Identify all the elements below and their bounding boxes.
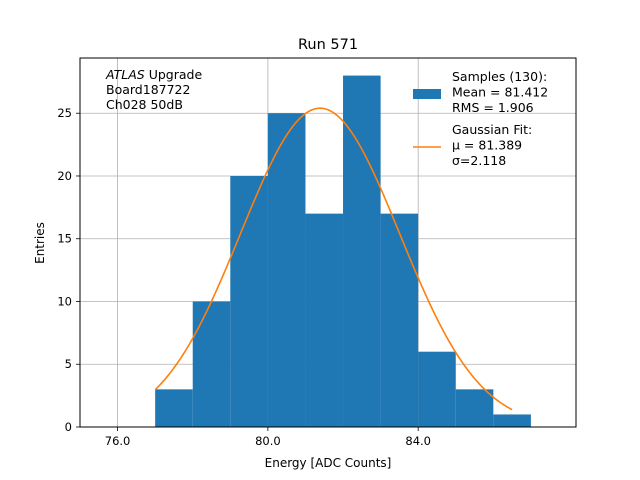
legend-entry: Samples (130): Mean = 81.412 RMS = 1.906 <box>413 69 548 115</box>
legend-label: Samples (130): <box>452 69 547 84</box>
histogram-bar <box>493 414 531 427</box>
histogram-bar <box>455 389 494 427</box>
histogram-bar <box>380 213 419 427</box>
histogram-bar <box>267 113 306 427</box>
legend-label: σ=2.118 <box>452 153 506 168</box>
x-tick-label: 76.0 <box>105 434 131 448</box>
annotation-text: Board187722 <box>106 82 190 97</box>
annotation-line: Board187722 <box>106 82 190 97</box>
x-axis-ticks: 76.0 80.0 84.0 <box>105 427 431 448</box>
y-tick-label: 15 <box>57 232 72 246</box>
y-tick-label: 25 <box>57 106 72 120</box>
histogram-bars <box>155 75 531 428</box>
gaussian-fit-curve <box>154 107 513 411</box>
x-tick-label: 80.0 <box>255 434 281 448</box>
histogram-bar <box>305 213 344 427</box>
histogram-bar <box>192 301 231 427</box>
y-axis-ticks: 0 5 10 15 20 25 <box>57 106 80 434</box>
y-axis-label: Entries <box>33 222 47 264</box>
legend-entry: Gaussian Fit: μ = 81.389 σ=2.118 <box>413 122 532 168</box>
annotation-line: Ch028 50dB <box>106 97 183 112</box>
x-tick-label: 84.0 <box>405 434 431 448</box>
histogram-bar <box>230 175 268 427</box>
plot-frame <box>79 57 577 428</box>
annotation-italic: ATLAS <box>105 67 145 82</box>
y-tick-label: 10 <box>57 294 72 308</box>
legend-label: μ = 81.389 <box>452 138 522 153</box>
x-axis-label: Energy [ADC Counts] <box>265 456 392 470</box>
atlas-annotation: ATLAS Upgrade Board187722 Ch028 50dB <box>105 67 202 112</box>
annotation-line: ATLAS Upgrade <box>105 67 202 82</box>
y-tick-label: 5 <box>65 357 72 371</box>
histogram-bar <box>155 389 193 427</box>
legend-patch <box>413 89 441 99</box>
annotation-text: Ch028 50dB <box>106 97 183 112</box>
legend-label: RMS = 1.906 <box>452 100 534 115</box>
gaussian-fit-layer <box>154 107 513 411</box>
legend-label: Gaussian Fit: <box>452 122 532 137</box>
legend: Samples (130): Mean = 81.412 RMS = 1.906… <box>413 69 548 168</box>
y-tick-label: 20 <box>57 169 72 183</box>
histogram-bar <box>418 351 456 427</box>
legend-label: Mean = 81.412 <box>452 85 548 100</box>
y-tick-label: 0 <box>65 420 72 434</box>
annotation-text: Upgrade <box>145 67 203 82</box>
histogram-bar <box>343 75 381 428</box>
chart-title: Run 571 <box>298 37 358 53</box>
